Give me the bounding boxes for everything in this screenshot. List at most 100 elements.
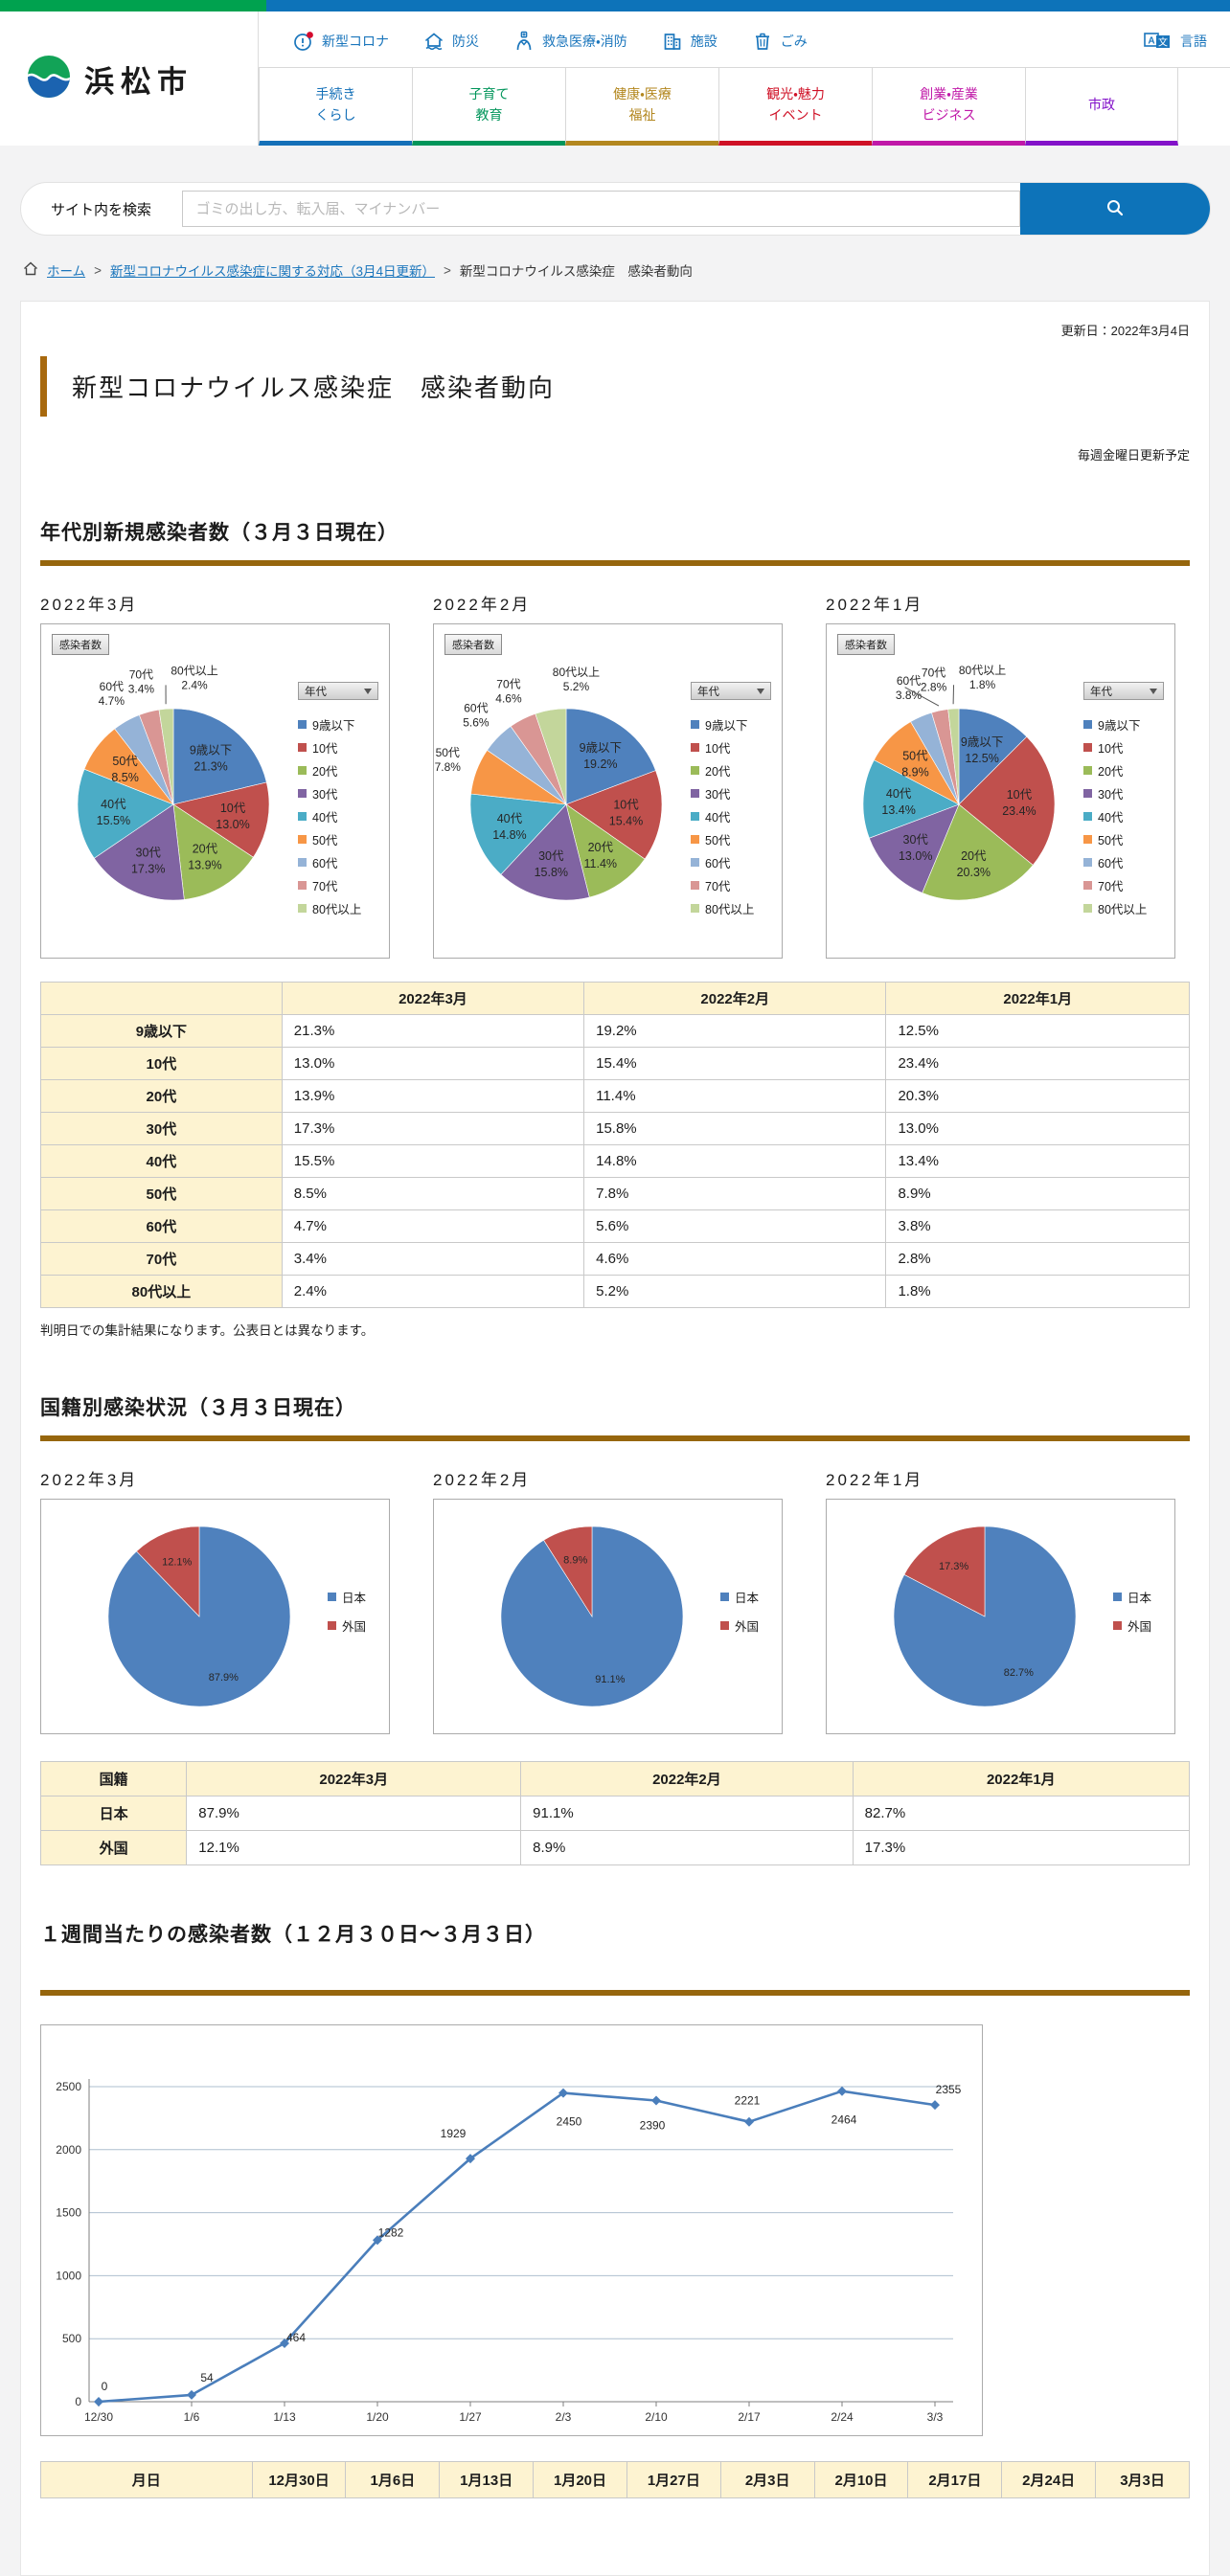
top-color-bar (0, 0, 1230, 11)
svg-text:60代: 60代 (100, 680, 124, 693)
svg-text:91.1%: 91.1% (595, 1674, 625, 1685)
breadcrumb-covid-link[interactable]: 新型コロナウイルス感染症に関する対応（3月4日更新） (110, 260, 435, 280)
table-cell: 4.7% (282, 1210, 583, 1243)
utility-covid-link[interactable]: 新型コロナ (293, 31, 389, 52)
svg-text:13.9%: 13.9% (188, 859, 221, 872)
row-header-cell: 50代 (41, 1178, 283, 1210)
svg-text:70代: 70代 (922, 667, 945, 680)
svg-text:17.3%: 17.3% (939, 1561, 968, 1572)
nationality-pie-svg: 87.9%12.1% (41, 1500, 391, 1735)
row-header-cell: 10代 (41, 1048, 283, 1080)
row-header-cell: 日本 (41, 1796, 187, 1831)
nationality-chart-block-february: 2022年2月 日本外国 91.1%8.9% (433, 1462, 783, 1734)
tab-kenko-iryo-fukushi[interactable]: 健康・医療 福祉 (565, 68, 718, 146)
row-header-cell: 20代 (41, 1080, 283, 1113)
tab-label: 子育て (469, 83, 510, 104)
svg-text:3.8%: 3.8% (896, 689, 922, 702)
home-icon (23, 261, 38, 279)
svg-text:2464: 2464 (831, 2113, 857, 2127)
table-cell: 13.4% (886, 1145, 1190, 1178)
translate-icon: A 文 (1144, 32, 1173, 52)
weekly-column-header: 2月3日 (720, 2462, 814, 2498)
breadcrumb-home-link[interactable]: ホーム (47, 260, 85, 280)
svg-text:80代以上: 80代以上 (959, 664, 1006, 677)
tab-label: 福祉 (629, 104, 656, 125)
chart-month-title: 2022年3月 (40, 1466, 390, 1490)
svg-text:9歳以下: 9歳以下 (580, 741, 622, 755)
search-button[interactable] (1020, 183, 1210, 235)
svg-text:2.4%: 2.4% (181, 678, 208, 691)
table-cell: 13.9% (282, 1080, 583, 1113)
utility-facility-label: 施設 (691, 32, 718, 51)
svg-text:40代: 40代 (497, 812, 523, 825)
tab-tetsuzuki-kurashi[interactable]: 手続き くらし (259, 68, 412, 146)
green-strip (0, 0, 266, 11)
svg-text:2000: 2000 (56, 2143, 81, 2157)
tab-kosodate-kyoiku[interactable]: 子育て 教育 (412, 68, 565, 146)
nationality-chart-block-january: 2022年1月 日本外国 82.7%17.3% (826, 1462, 1175, 1734)
weekly-column-header: 月日 (41, 2462, 253, 2498)
utility-emergency-link[interactable]: 救急医療・消防 (513, 31, 627, 52)
weekly-column-header: 1月20日 (534, 2462, 627, 2498)
svg-text:40代: 40代 (886, 787, 912, 801)
search-input[interactable] (182, 191, 1020, 227)
row-header-cell: 30代 (41, 1113, 283, 1145)
svg-text:13.0%: 13.0% (899, 849, 932, 863)
section-divider (40, 1990, 1190, 1996)
weekly-column-header: 2月10日 (814, 2462, 908, 2498)
column-header: 2022年1月 (886, 983, 1190, 1015)
breadcrumb: ホーム > 新型コロナウイルス感染症に関する対応（3月4日更新） > 新型コロナ… (23, 260, 1207, 280)
table-cell: 91.1% (521, 1796, 854, 1831)
table-cell: 8.5% (282, 1178, 583, 1210)
tab-sogyo-business[interactable]: 創業・産業 ビジネス (872, 68, 1025, 146)
utility-covid-label: 新型コロナ (322, 32, 389, 51)
page-title-row: 新型コロナウイルス感染症 感染者動向 (40, 356, 1190, 417)
tab-kanko-event[interactable]: 観光・魅力 イベント (718, 68, 872, 146)
table-cell: 3.8% (886, 1210, 1190, 1243)
svg-text:70代: 70代 (129, 667, 153, 681)
column-header: 2022年3月 (187, 1762, 521, 1796)
tab-shisei[interactable]: 市政 (1025, 68, 1178, 146)
utility-facility-link[interactable]: 施設 (662, 31, 718, 52)
utility-garbage-link[interactable]: ごみ (752, 31, 808, 52)
table-cell: 3.4% (282, 1243, 583, 1276)
utility-nav: 新型コロナ 防災 (259, 11, 1230, 67)
tab-label: ビジネス (922, 104, 976, 125)
trash-icon (752, 31, 773, 52)
svg-text:2500: 2500 (56, 2080, 81, 2093)
tab-label: 創業・産業 (920, 83, 978, 104)
chart-month-title: 2022年2月 (433, 1466, 783, 1490)
house-icon (423, 31, 444, 52)
table-cell: 17.3% (282, 1113, 583, 1145)
section-divider (40, 560, 1190, 566)
table-cell: 5.2% (584, 1276, 886, 1308)
svg-text:2355: 2355 (936, 2083, 962, 2096)
svg-text:30代: 30代 (538, 849, 564, 863)
utility-bousai-link[interactable]: 防災 (423, 31, 479, 52)
site-logo[interactable]: 浜松市 (0, 11, 259, 146)
chart-month-title: 2022年3月 (40, 591, 390, 615)
svg-text:2.8%: 2.8% (921, 681, 947, 694)
svg-text:4.6%: 4.6% (495, 691, 522, 705)
svg-text:54: 54 (200, 2371, 214, 2384)
breadcrumb-separator: > (444, 263, 451, 278)
language-button[interactable]: A 文 言語 (1144, 32, 1207, 52)
svg-text:8.5%: 8.5% (111, 771, 139, 784)
svg-text:464: 464 (286, 2331, 306, 2344)
column-header: 国籍 (41, 1762, 187, 1796)
svg-text:8.9%: 8.9% (563, 1554, 587, 1566)
weekly-column-header: 1月6日 (346, 2462, 440, 2498)
table-cell: 8.9% (886, 1178, 1190, 1210)
svg-text:2/24: 2/24 (831, 2410, 854, 2424)
